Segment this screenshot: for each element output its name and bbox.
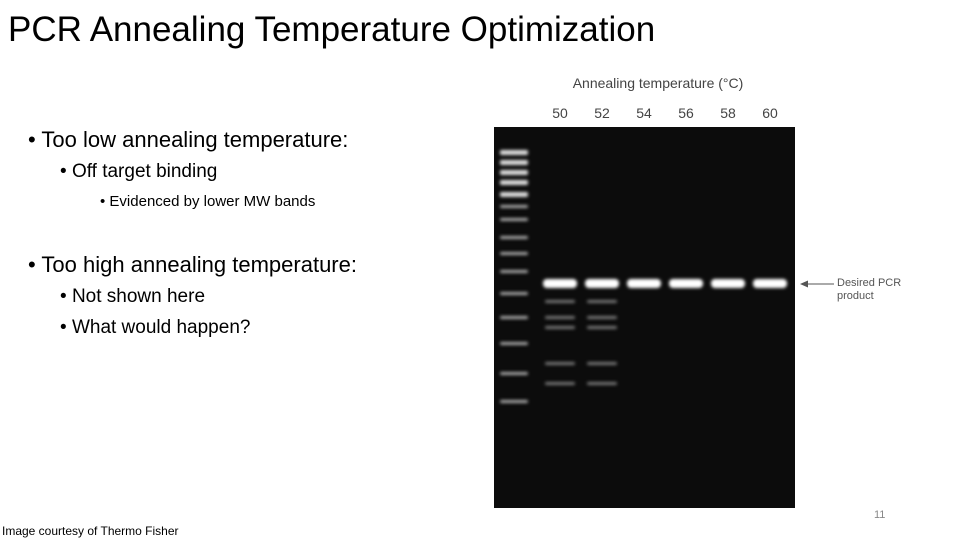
bullet-text: Evidenced by lower MW bands: [109, 193, 316, 210]
ladder-band: [500, 316, 528, 319]
product-band: [753, 279, 787, 288]
bullet: • Too low annealing temperature:: [28, 127, 349, 152]
ladder: [500, 150, 528, 403]
lane-label: 56: [678, 105, 694, 121]
ladder-band: [500, 252, 528, 255]
ladder-band: [500, 180, 528, 185]
slide-title: PCR Annealing Temperature Optimization: [8, 10, 656, 49]
axis-title: Annealing temperature (°C): [573, 75, 744, 91]
ladder-band: [500, 400, 528, 403]
annotation: Desired PCR product: [837, 277, 902, 302]
off-target-band: [545, 316, 575, 319]
page-number: 11: [874, 509, 886, 521]
ladder-band: [500, 150, 528, 155]
ladder-band: [500, 160, 528, 165]
lanes: [543, 279, 787, 385]
lane-label: 50: [552, 105, 568, 121]
bullet: • Evidenced by lower MW bands: [100, 193, 316, 210]
bullet-text: What would happen?: [71, 317, 251, 338]
off-target-band: [545, 326, 575, 329]
bullet: • Not shown here: [60, 286, 206, 307]
ladder-band: [500, 342, 528, 345]
ladder-band: [500, 205, 528, 208]
lane-label: 52: [594, 105, 610, 121]
lane-label: 60: [762, 105, 778, 121]
bullet-text: Not shown here: [71, 286, 206, 307]
ladder-band: [500, 372, 528, 375]
off-target-band: [587, 362, 617, 365]
off-target-band: [587, 326, 617, 329]
off-target-band: [587, 316, 617, 319]
gel: [494, 127, 795, 508]
bullet-text: Off target binding: [71, 161, 218, 182]
off-target-band: [545, 300, 575, 303]
credit: Image courtesy of Thermo Fisher: [2, 524, 179, 538]
off-target-band: [545, 362, 575, 365]
bullet-text: Too high annealing temperature:: [41, 252, 357, 277]
ladder-band: [500, 292, 528, 295]
lane-label: 58: [720, 105, 736, 121]
product-band: [627, 279, 661, 288]
product-band: [711, 279, 745, 288]
bullet: • What would happen?: [60, 317, 251, 338]
product-band: [669, 279, 703, 288]
off-target-band: [545, 382, 575, 385]
ladder-band: [500, 270, 528, 273]
off-target-band: [587, 382, 617, 385]
ladder-band: [500, 236, 528, 239]
product-band: [585, 279, 619, 288]
lane-label: 54: [636, 105, 652, 121]
ladder-band: [500, 192, 528, 197]
product-band: [543, 279, 577, 288]
bullet-text: Too low annealing temperature:: [41, 127, 349, 152]
bullet: • Off target binding: [60, 161, 218, 182]
off-target-band: [587, 300, 617, 303]
bullet: • Too high annealing temperature:: [28, 252, 357, 277]
arrow-head: [800, 280, 808, 288]
ladder-band: [500, 218, 528, 221]
ladder-band: [500, 170, 528, 175]
